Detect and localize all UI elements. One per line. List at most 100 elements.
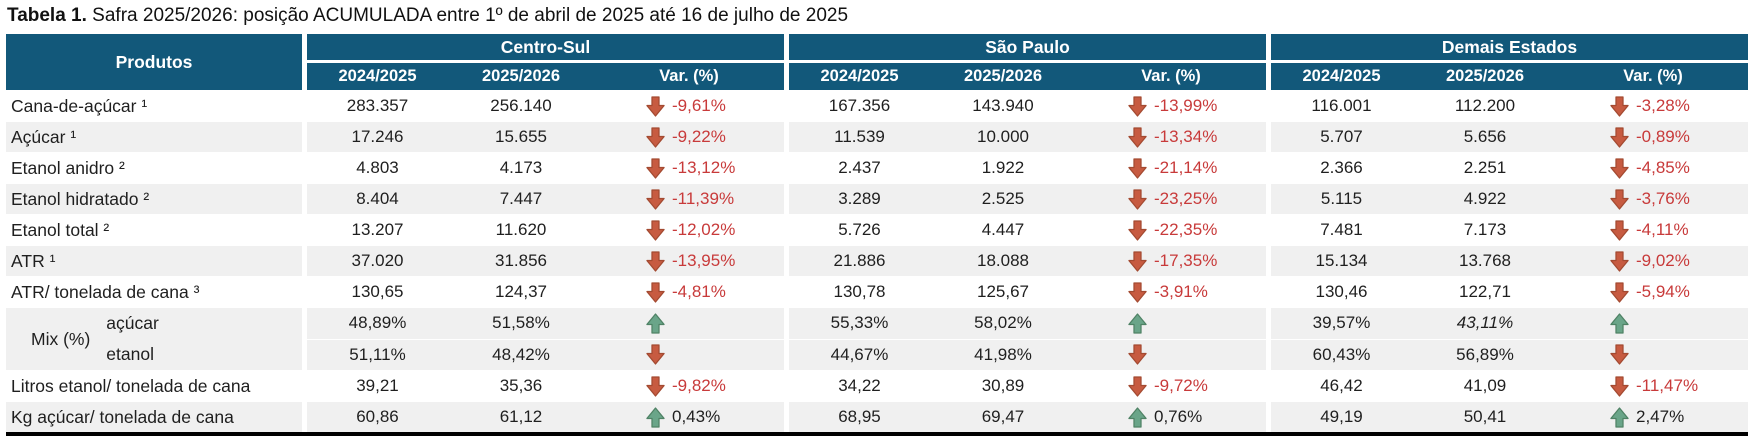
value-cell: 130,65	[302, 276, 448, 307]
col-header-2025-2026: 2025/2026	[930, 63, 1076, 90]
variation-value: -21,14%	[1154, 158, 1218, 177]
value-cell: 4.447	[930, 214, 1076, 245]
value-cell: 130,46	[1266, 276, 1412, 307]
variation-value: -9,61%	[672, 96, 726, 115]
variation-cell	[1558, 307, 1748, 339]
down-arrow-icon	[1610, 219, 1629, 241]
variation-value: -13,99%	[1154, 96, 1218, 115]
produto-label: Litros etanol/ tonelada de cana	[6, 370, 302, 401]
variation-value: -9,82%	[672, 376, 726, 395]
produto-label: Cana-de-açúcar ¹	[6, 90, 302, 121]
table-row: ATR ¹ 37.020 31.856 -13,95% 21.886 18.088 -17,…	[6, 245, 1748, 276]
value-cell: 125,67	[930, 276, 1076, 307]
up-arrow-icon	[1128, 406, 1147, 428]
value-cell: 31.856	[448, 245, 594, 276]
value-cell: 112.200	[1412, 90, 1558, 121]
value-cell: 30,89	[930, 370, 1076, 401]
variation-cell: -3,28%	[1558, 90, 1748, 121]
table-row: Kg açúcar/ tonelada de cana 60,86 61,12 0,4…	[6, 401, 1748, 432]
down-arrow-icon	[1128, 344, 1147, 365]
value-cell: 5.115	[1266, 183, 1412, 214]
value-cell: 18.088	[930, 245, 1076, 276]
produtos-column-header: Produtos	[6, 34, 302, 90]
value-cell: 46,42	[1266, 370, 1412, 401]
value-cell: 13.207	[302, 214, 448, 245]
value-cell: 60,43%	[1266, 338, 1412, 370]
down-arrow-icon	[1610, 126, 1629, 148]
down-arrow-icon	[646, 126, 665, 148]
value-cell: 2.437	[784, 152, 930, 183]
value-cell: 8.404	[302, 183, 448, 214]
down-arrow-icon	[1128, 126, 1147, 148]
variation-value: -5,94%	[1636, 282, 1690, 301]
down-arrow-icon	[646, 219, 665, 241]
value-cell: 48,42%	[448, 338, 594, 370]
value-cell: 7.173	[1412, 214, 1558, 245]
variation-value: -4,85%	[1636, 158, 1690, 177]
up-arrow-icon	[1610, 406, 1629, 428]
produto-label: Mix (%)	[31, 328, 91, 349]
variation-cell: -21,14%	[1076, 152, 1266, 183]
variation-value: -12,02%	[672, 220, 736, 239]
variation-cell: -0,89%	[1558, 121, 1748, 152]
variation-cell: -4,81%	[594, 276, 784, 307]
down-arrow-icon	[1128, 95, 1147, 117]
year-header-row: 2024/2025 2025/2026 Var. (%) 2024/2025 2…	[6, 63, 1748, 90]
down-arrow-icon	[1128, 157, 1147, 179]
variation-cell: -11,47%	[1558, 370, 1748, 401]
variation-value: 0,43%	[672, 407, 721, 426]
variation-value: -3,76%	[1636, 189, 1690, 208]
variation-value: -9,22%	[672, 127, 726, 146]
variation-cell	[1076, 307, 1266, 339]
variation-cell: 0,43%	[594, 401, 784, 432]
value-cell: 50,41	[1412, 401, 1558, 432]
value-cell: 39,57%	[1266, 307, 1412, 339]
variation-cell	[594, 307, 784, 339]
variation-cell: -17,35%	[1076, 245, 1266, 276]
variation-value: -9,02%	[1636, 251, 1690, 270]
up-arrow-icon	[1610, 313, 1629, 334]
variation-cell	[1076, 338, 1266, 370]
table-row: 51,11% 48,42% 44,67% 41,98% 60,43% 56,89%	[6, 338, 1748, 370]
value-cell: 10.000	[930, 121, 1076, 152]
value-cell: 15.655	[448, 121, 594, 152]
down-arrow-icon	[1128, 219, 1147, 241]
variation-value: -3,28%	[1636, 96, 1690, 115]
variation-cell: -4,11%	[1558, 214, 1748, 245]
variation-value: -17,35%	[1154, 251, 1218, 270]
down-arrow-icon	[1128, 375, 1147, 397]
variation-cell: -3,91%	[1076, 276, 1266, 307]
value-cell: 48,89%	[302, 307, 448, 339]
col-header-var: Var. (%)	[1076, 63, 1266, 90]
up-arrow-icon	[646, 313, 665, 334]
col-header-2024-2025: 2024/2025	[784, 63, 930, 90]
mix-sub-label: etanol	[106, 344, 154, 364]
value-cell: 124,37	[448, 276, 594, 307]
variation-cell	[594, 338, 784, 370]
table-caption-text: Safra 2025/2026: posição ACUMULADA entre…	[86, 5, 849, 26]
value-cell: 2.251	[1412, 152, 1558, 183]
variation-value: -23,25%	[1154, 189, 1218, 208]
value-cell: 256.140	[448, 90, 594, 121]
col-header-2024-2025: 2024/2025	[1266, 63, 1412, 90]
mix-sub-label: açúcar	[106, 313, 159, 333]
value-cell: 116.001	[1266, 90, 1412, 121]
variation-value: -0,89%	[1636, 127, 1690, 146]
variation-cell: -9,61%	[594, 90, 784, 121]
variation-value: -9,72%	[1154, 376, 1208, 395]
value-cell: 4.173	[448, 152, 594, 183]
variation-cell: -4,85%	[1558, 152, 1748, 183]
variation-cell: -9,82%	[594, 370, 784, 401]
value-cell: 11.539	[784, 121, 930, 152]
down-arrow-icon	[1610, 375, 1629, 397]
variation-cell: -3,76%	[1558, 183, 1748, 214]
down-arrow-icon	[646, 250, 665, 272]
value-cell: 11.620	[448, 214, 594, 245]
value-cell: 4.803	[302, 152, 448, 183]
variation-value: -4,11%	[1636, 220, 1689, 239]
value-cell: 55,33%	[784, 307, 930, 339]
variation-cell: -9,02%	[1558, 245, 1748, 276]
variation-value: -13,34%	[1154, 127, 1218, 146]
value-cell: 43,11%	[1412, 307, 1558, 339]
value-cell: 51,11%	[302, 338, 448, 370]
